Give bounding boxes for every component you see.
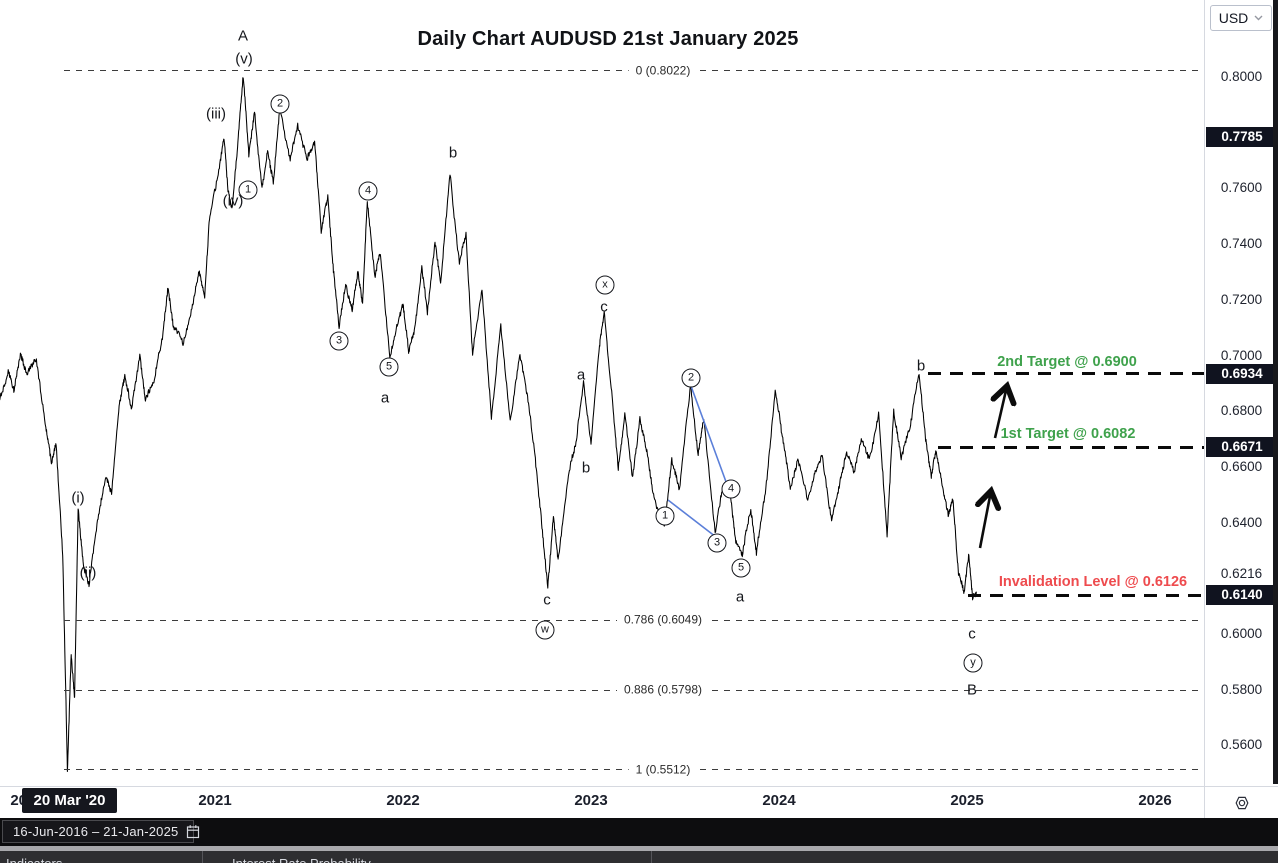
elliott-wave-label: a — [576, 366, 586, 384]
price-tick-label: 0.8000 — [1220, 69, 1263, 84]
elliott-wave-label: 5 — [731, 558, 751, 578]
date-range-selector[interactable]: 16-Jun-2016 – 21-Jan-2025 — [2, 820, 200, 843]
key-level-line[interactable] — [938, 445, 1204, 449]
bottom-tab[interactable]: Interest Rate Probability — [232, 856, 371, 863]
currency-dropdown[interactable]: USD — [1210, 5, 1272, 31]
tab-divider — [651, 851, 652, 863]
elliott-wave-label: B — [966, 681, 978, 699]
tab-divider — [202, 851, 203, 863]
wave-trendline[interactable] — [667, 499, 717, 538]
price-tick-label: 0.5800 — [1220, 681, 1263, 697]
elliott-wave-label: b — [581, 459, 591, 477]
price-tick-label: 0.7000 — [1220, 347, 1263, 363]
elliott-wave-label: (v) — [235, 50, 253, 68]
price-tick-label: 0.6600 — [1220, 458, 1263, 474]
date-range-text: 16-Jun-2016 – 21-Jan-2025 — [13, 824, 179, 839]
fib-level-label: 0.886 (0.5798) — [616, 682, 710, 697]
elliott-wave-label: A — [237, 27, 249, 45]
elliott-wave-label: 2 — [270, 94, 290, 114]
key-level-line[interactable] — [928, 372, 1204, 376]
price-tick-label: 0.7600 — [1220, 180, 1263, 196]
time-axis-year-label: 2025 — [950, 792, 984, 809]
price-level-badge: 0.6934 — [1206, 363, 1278, 384]
price-level-badge: 0.7785 — [1206, 126, 1278, 147]
bottom-tabs-row: Indicators Interest Rate Probability — [0, 851, 1278, 863]
time-axis-year-label: 2021 — [198, 792, 232, 809]
price-tick-label: 0.6216 — [1220, 565, 1263, 581]
elliott-wave-label: w — [535, 620, 555, 640]
price-tick-label: 0.6400 — [1220, 514, 1263, 530]
price-axis-footer — [1204, 786, 1278, 818]
elliott-wave-label: y — [963, 653, 983, 673]
elliott-wave-label: x — [595, 275, 615, 295]
divider-strip — [0, 846, 1278, 851]
fib-level-label: 0 (0.8022) — [628, 63, 698, 78]
chart-title: Daily Chart AUDUSD 21st January 2025 — [417, 28, 799, 50]
elliott-wave-label: 5 — [379, 357, 399, 377]
elliott-wave-label: (iv) — [222, 192, 244, 210]
invalidation-label: Invalidation Level @ 0.6126 — [998, 574, 1188, 590]
elliott-wave-label: 4 — [358, 181, 378, 201]
target-label: 2nd Target @ 0.6900 — [997, 354, 1137, 370]
time-axis-year-label: 2022 — [386, 792, 420, 809]
date-range-bar: 16-Jun-2016 – 21-Jan-2025 — [0, 818, 1278, 846]
crosshair-date-tooltip: 20 Mar '20 — [22, 788, 117, 813]
price-tick-label: 0.7200 — [1220, 291, 1263, 307]
price-level-badge: 0.6671 — [1206, 437, 1278, 458]
price-tick-label: 0.6800 — [1220, 403, 1263, 419]
key-level-line[interactable] — [968, 593, 1204, 597]
time-axis[interactable]: 2020202120222023202420252026 20 Mar '20 — [0, 786, 1204, 818]
price-tick-label: 0.7400 — [1220, 236, 1263, 252]
time-axis-year-label: 2026 — [1138, 792, 1172, 809]
calendar-icon — [186, 824, 200, 839]
elliott-wave-label: 1 — [238, 180, 258, 200]
price-series — [0, 77, 977, 773]
up-arrow — [980, 491, 991, 549]
up-arrow — [995, 386, 1007, 439]
elliott-wave-label: 3 — [329, 331, 349, 351]
price-chart-canvas — [0, 77, 1204, 773]
elliott-wave-label: 2 — [681, 368, 701, 388]
chevron-down-icon — [1254, 15, 1263, 21]
elliott-wave-label: c — [543, 591, 551, 609]
elliott-wave-label: c — [968, 625, 976, 643]
elliott-wave-label: b — [448, 144, 458, 162]
time-axis-year-label: 2023 — [574, 792, 608, 809]
wave-trendline[interactable] — [690, 385, 730, 491]
elliott-wave-label: 1 — [655, 506, 675, 526]
chart-plot-area[interactable]: Daily Chart AUDUSD 21st January 2025 0 (… — [0, 0, 1204, 786]
elliott-wave-label: b — [916, 357, 926, 375]
elliott-wave-label: (iii) — [206, 105, 226, 123]
elliott-wave-label: a — [380, 389, 390, 407]
time-axis-year-label: 2024 — [762, 792, 796, 809]
window-edge-strip — [1273, 0, 1278, 784]
elliott-wave-label: c — [600, 298, 608, 316]
price-axis[interactable]: USD 0.8000 0.7600 0.7400 0.7200 0.7000 0.6800… — [1204, 0, 1278, 786]
target-label: 1st Target @ 0.6082 — [1000, 426, 1136, 442]
elliott-wave-label: 4 — [721, 479, 741, 499]
price-tick-label: 0.5600 — [1220, 737, 1263, 753]
elliott-wave-label: (ii) — [79, 564, 97, 582]
price-scale-settings-icon[interactable] — [1233, 794, 1251, 812]
price-tick-label: 0.6000 — [1220, 626, 1263, 641]
fib-level-label: 0.786 (0.6049) — [616, 612, 710, 627]
currency-dropdown-value: USD — [1218, 10, 1249, 26]
bottom-tab[interactable]: Indicators — [6, 856, 62, 863]
elliott-wave-label: a — [735, 588, 745, 606]
elliott-wave-label: 3 — [707, 533, 727, 553]
elliott-wave-label: (i) — [71, 489, 85, 507]
price-level-badge: 0.6140 — [1206, 585, 1278, 605]
fib-level-label: 1 (0.5512) — [628, 762, 698, 777]
